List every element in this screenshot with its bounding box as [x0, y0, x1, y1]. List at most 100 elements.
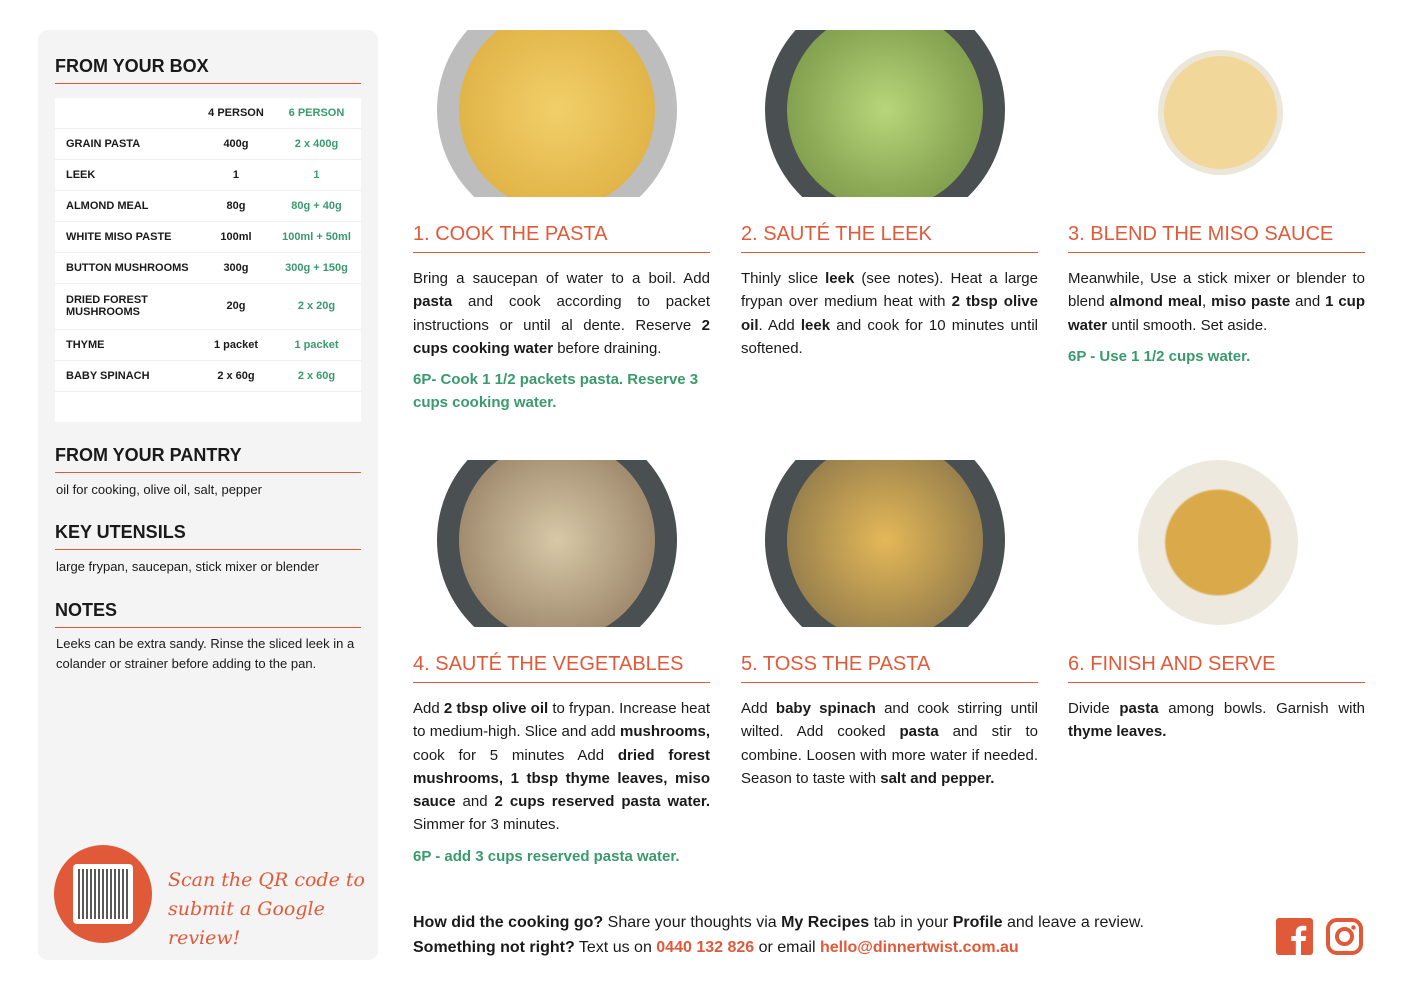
- food: [787, 30, 983, 197]
- ingredient-highlight: pasta: [899, 723, 939, 741]
- text: ,: [1202, 293, 1212, 311]
- six-person-note: 6P- Cook 1 1/2 packets pasta. Reserve 3 …: [413, 371, 699, 412]
- food: [459, 460, 655, 627]
- ingredients-panel: FROM YOUR BOX 4 PERSON 6 PERSON GRAIN PAST…: [38, 30, 378, 960]
- my-recipes-label: My Recipes: [781, 914, 870, 931]
- utensils-text: large frypan, saucepan, stick mixer or b…: [56, 559, 320, 574]
- ingredient-highlight: leek: [825, 270, 855, 287]
- column-header: 6 PERSON: [271, 98, 361, 129]
- recipe-step: 3. BLEND THE MISO SAUCE Meanwhile, Use a…: [1068, 30, 1365, 368]
- ingredient-name: DRIED FOREST MUSHROOMS: [55, 283, 200, 330]
- step-instructions: Bring a saucepan of water to a boil. Add…: [413, 267, 710, 360]
- plated-pasta-image: [1068, 460, 1356, 627]
- qty-6-person: 2 x 20g: [271, 283, 361, 330]
- ingredients-table: 4 PERSON 6 PERSON GRAIN PASTA 400g 2 x 400g L…: [55, 98, 361, 422]
- ingredient-highlight: mushrooms,: [619, 723, 710, 741]
- ingredient-highlight: thyme leaves.: [1068, 723, 1167, 741]
- qty-4-person: 2 x 60g: [200, 360, 272, 392]
- ingredient-highlight: almond meal: [1109, 293, 1203, 311]
- pasta-in-saucepan-image: [413, 30, 701, 197]
- step-instructions: Divide pasta among bowls. Garnish with t…: [1068, 697, 1365, 744]
- ingredient-highlight: pasta: [1119, 700, 1159, 717]
- column-header: [55, 98, 200, 129]
- qty-4-person: 20g: [200, 283, 272, 330]
- ingredient-highlight: 2 tbsp olive oil: [443, 700, 549, 717]
- qty-4-person: 300g: [200, 252, 272, 284]
- facebook-icon[interactable]: [1276, 918, 1313, 955]
- ingredient-highlight: miso paste: [1211, 293, 1291, 311]
- qr-code[interactable]: [54, 845, 152, 943]
- text: or email: [754, 939, 820, 956]
- table-row: GRAIN PASTA 400g 2 x 400g: [55, 128, 361, 160]
- ingredient-highlight: 2 cups cooking water: [413, 316, 710, 357]
- qty-6-person: 2 x 400g: [271, 128, 361, 160]
- qr-caption: Scan the QR code to submit a Google revie…: [168, 866, 378, 953]
- text: and leave a review.: [1002, 914, 1144, 931]
- step-title: 5. TOSS THE PASTA: [741, 653, 1038, 683]
- text: among bowls. Garnish with: [1158, 700, 1365, 717]
- step-title: 6. FINISH AND SERVE: [1068, 653, 1365, 683]
- ingredient-highlight: baby spinach: [775, 700, 876, 717]
- text: to frypan. Increase heat to medium-high.…: [413, 700, 711, 741]
- pasta-in-frypan-image: [741, 460, 1029, 627]
- table-row: BUTTON MUSHROOMS 300g 300g + 150g: [55, 252, 361, 284]
- text: and: [1290, 293, 1326, 311]
- recipe-step: 1. COOK THE PASTA Bring a saucepan of wa…: [413, 30, 710, 415]
- feedback-question: How did the cooking go?: [413, 914, 604, 931]
- table-header: 4 PERSON 6 PERSON: [55, 98, 361, 129]
- text: Meanwhile, Use a stick mixer or blender …: [1068, 270, 1365, 311]
- text: (see notes). Heat a large frypan over me…: [741, 270, 1038, 311]
- ingredient-name: BUTTON MUSHROOMS: [55, 252, 200, 284]
- text: and cook for 10 minutes until softened.: [741, 316, 1038, 357]
- table-row: WHITE MISO PASTE 100ml 100ml + 50ml: [55, 221, 361, 253]
- text: Bring a saucepan of water to a boil. Add: [413, 270, 710, 287]
- recipe-step: 6. FINISH AND SERVE Divide pasta among b…: [1068, 460, 1365, 744]
- qty-6-person: 1: [271, 159, 361, 191]
- step-title: 2. SAUTÉ THE LEEK: [741, 223, 1038, 253]
- step-title: 1. COOK THE PASTA: [413, 223, 710, 253]
- qty-4-person: 1: [200, 159, 272, 191]
- step-instructions: Thinly slice leek (see notes). Heat a la…: [741, 267, 1038, 360]
- qty-4-person: 400g: [200, 128, 272, 160]
- support-question: Something not right?: [413, 939, 575, 956]
- qty-6-person: 100ml + 50ml: [271, 221, 361, 253]
- leek-in-frypan-image: [741, 30, 1029, 197]
- text: Divide: [1068, 700, 1120, 717]
- column-header: 4 PERSON: [200, 98, 272, 129]
- pantry-text: oil for cooking, olive oil, salt, pepper: [56, 482, 262, 497]
- notes-text: Leeks can be extra sandy. Rinse the slic…: [56, 636, 355, 671]
- ingredient-highlight: 2 cups reserved pasta water.: [494, 793, 710, 811]
- table-row: DRIED FOREST MUSHROOMS 20g 2 x 20g: [55, 283, 361, 330]
- pantry-title: FROM YOUR PANTRY: [55, 445, 361, 473]
- ingredient-name: ALMOND MEAL: [55, 190, 200, 222]
- sauce-bowl: [1158, 50, 1283, 175]
- vegetables-in-frypan-image: [413, 460, 701, 627]
- instagram-icon[interactable]: [1326, 918, 1363, 955]
- ingredient-name: WHITE MISO PASTE: [55, 221, 200, 253]
- text: and cook according to packet instruction…: [413, 293, 710, 334]
- qr-caption-line: submit a Google review!: [168, 898, 325, 949]
- profile-label: Profile: [952, 914, 1003, 931]
- text: and cook stirring until wilted. Add cook…: [741, 700, 1038, 741]
- text: Thinly slice: [741, 270, 826, 287]
- text: Share your thoughts via: [603, 914, 782, 931]
- phone-link[interactable]: 0440 132 826: [656, 939, 755, 956]
- step-title: 4. SAUTÉ THE VEGETABLES: [413, 653, 710, 683]
- from-your-box-title: FROM YOUR BOX: [55, 56, 361, 84]
- table-row: THYME 1 packet 1 packet: [55, 329, 361, 361]
- ingredient-highlight: dried forest mushrooms, 1 tbsp thyme lea…: [413, 746, 710, 811]
- recipe-step: 2. SAUTÉ THE LEEK Thinly slice leek (see…: [741, 30, 1038, 360]
- text: cook for 5 minutes Add: [413, 746, 618, 764]
- food: [787, 460, 983, 627]
- six-person-note: 6P - add 3 cups reserved pasta water.: [413, 847, 680, 865]
- text: and stir to combine. Loosen with more wa…: [741, 723, 1038, 787]
- text: until smooth. Set aside.: [1107, 316, 1268, 334]
- food: [459, 30, 655, 197]
- text: Text us on: [574, 939, 657, 956]
- miso-sauce-bowl-image: [1068, 30, 1356, 197]
- ingredient-name: GRAIN PASTA: [55, 128, 200, 160]
- ingredient-highlight: salt and pepper.: [880, 769, 995, 787]
- recipe-step: 5. TOSS THE PASTA Add baby spinach and c…: [741, 460, 1038, 790]
- email-link[interactable]: hello@dinnertwist.com.au: [819, 939, 1019, 956]
- text: . Add: [758, 316, 801, 334]
